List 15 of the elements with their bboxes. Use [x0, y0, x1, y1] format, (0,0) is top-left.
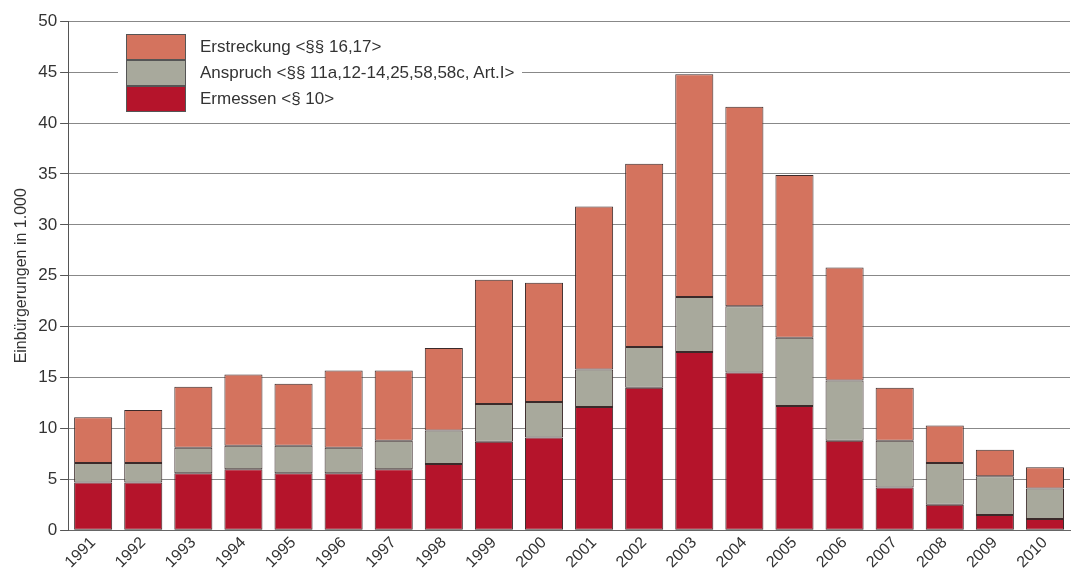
legend-label: Anspruch <§§ 11a,12-14,25,58,58c, Art.I>	[200, 63, 515, 83]
y-tick-label: 25	[38, 265, 58, 285]
legend-label: Erstreckung <§§ 16,17>	[200, 37, 382, 57]
y-tick-label: 10	[38, 418, 58, 438]
y-tick-label: 40	[38, 112, 58, 132]
y-axis-title: Einbürgerungen in 1.000	[12, 188, 30, 364]
y-tick-label: 35	[38, 163, 58, 183]
y-tick-label: 45	[38, 61, 58, 81]
y-tick-label: 50	[38, 10, 58, 30]
y-tick-label: 20	[38, 316, 58, 336]
y-tick-label: 5	[47, 469, 58, 489]
legend-label: Ermessen <§ 10>	[200, 89, 335, 109]
y-tick-label: 30	[38, 214, 58, 234]
y-tick-label: 15	[38, 367, 58, 387]
y-tick-label: 0	[47, 519, 58, 539]
